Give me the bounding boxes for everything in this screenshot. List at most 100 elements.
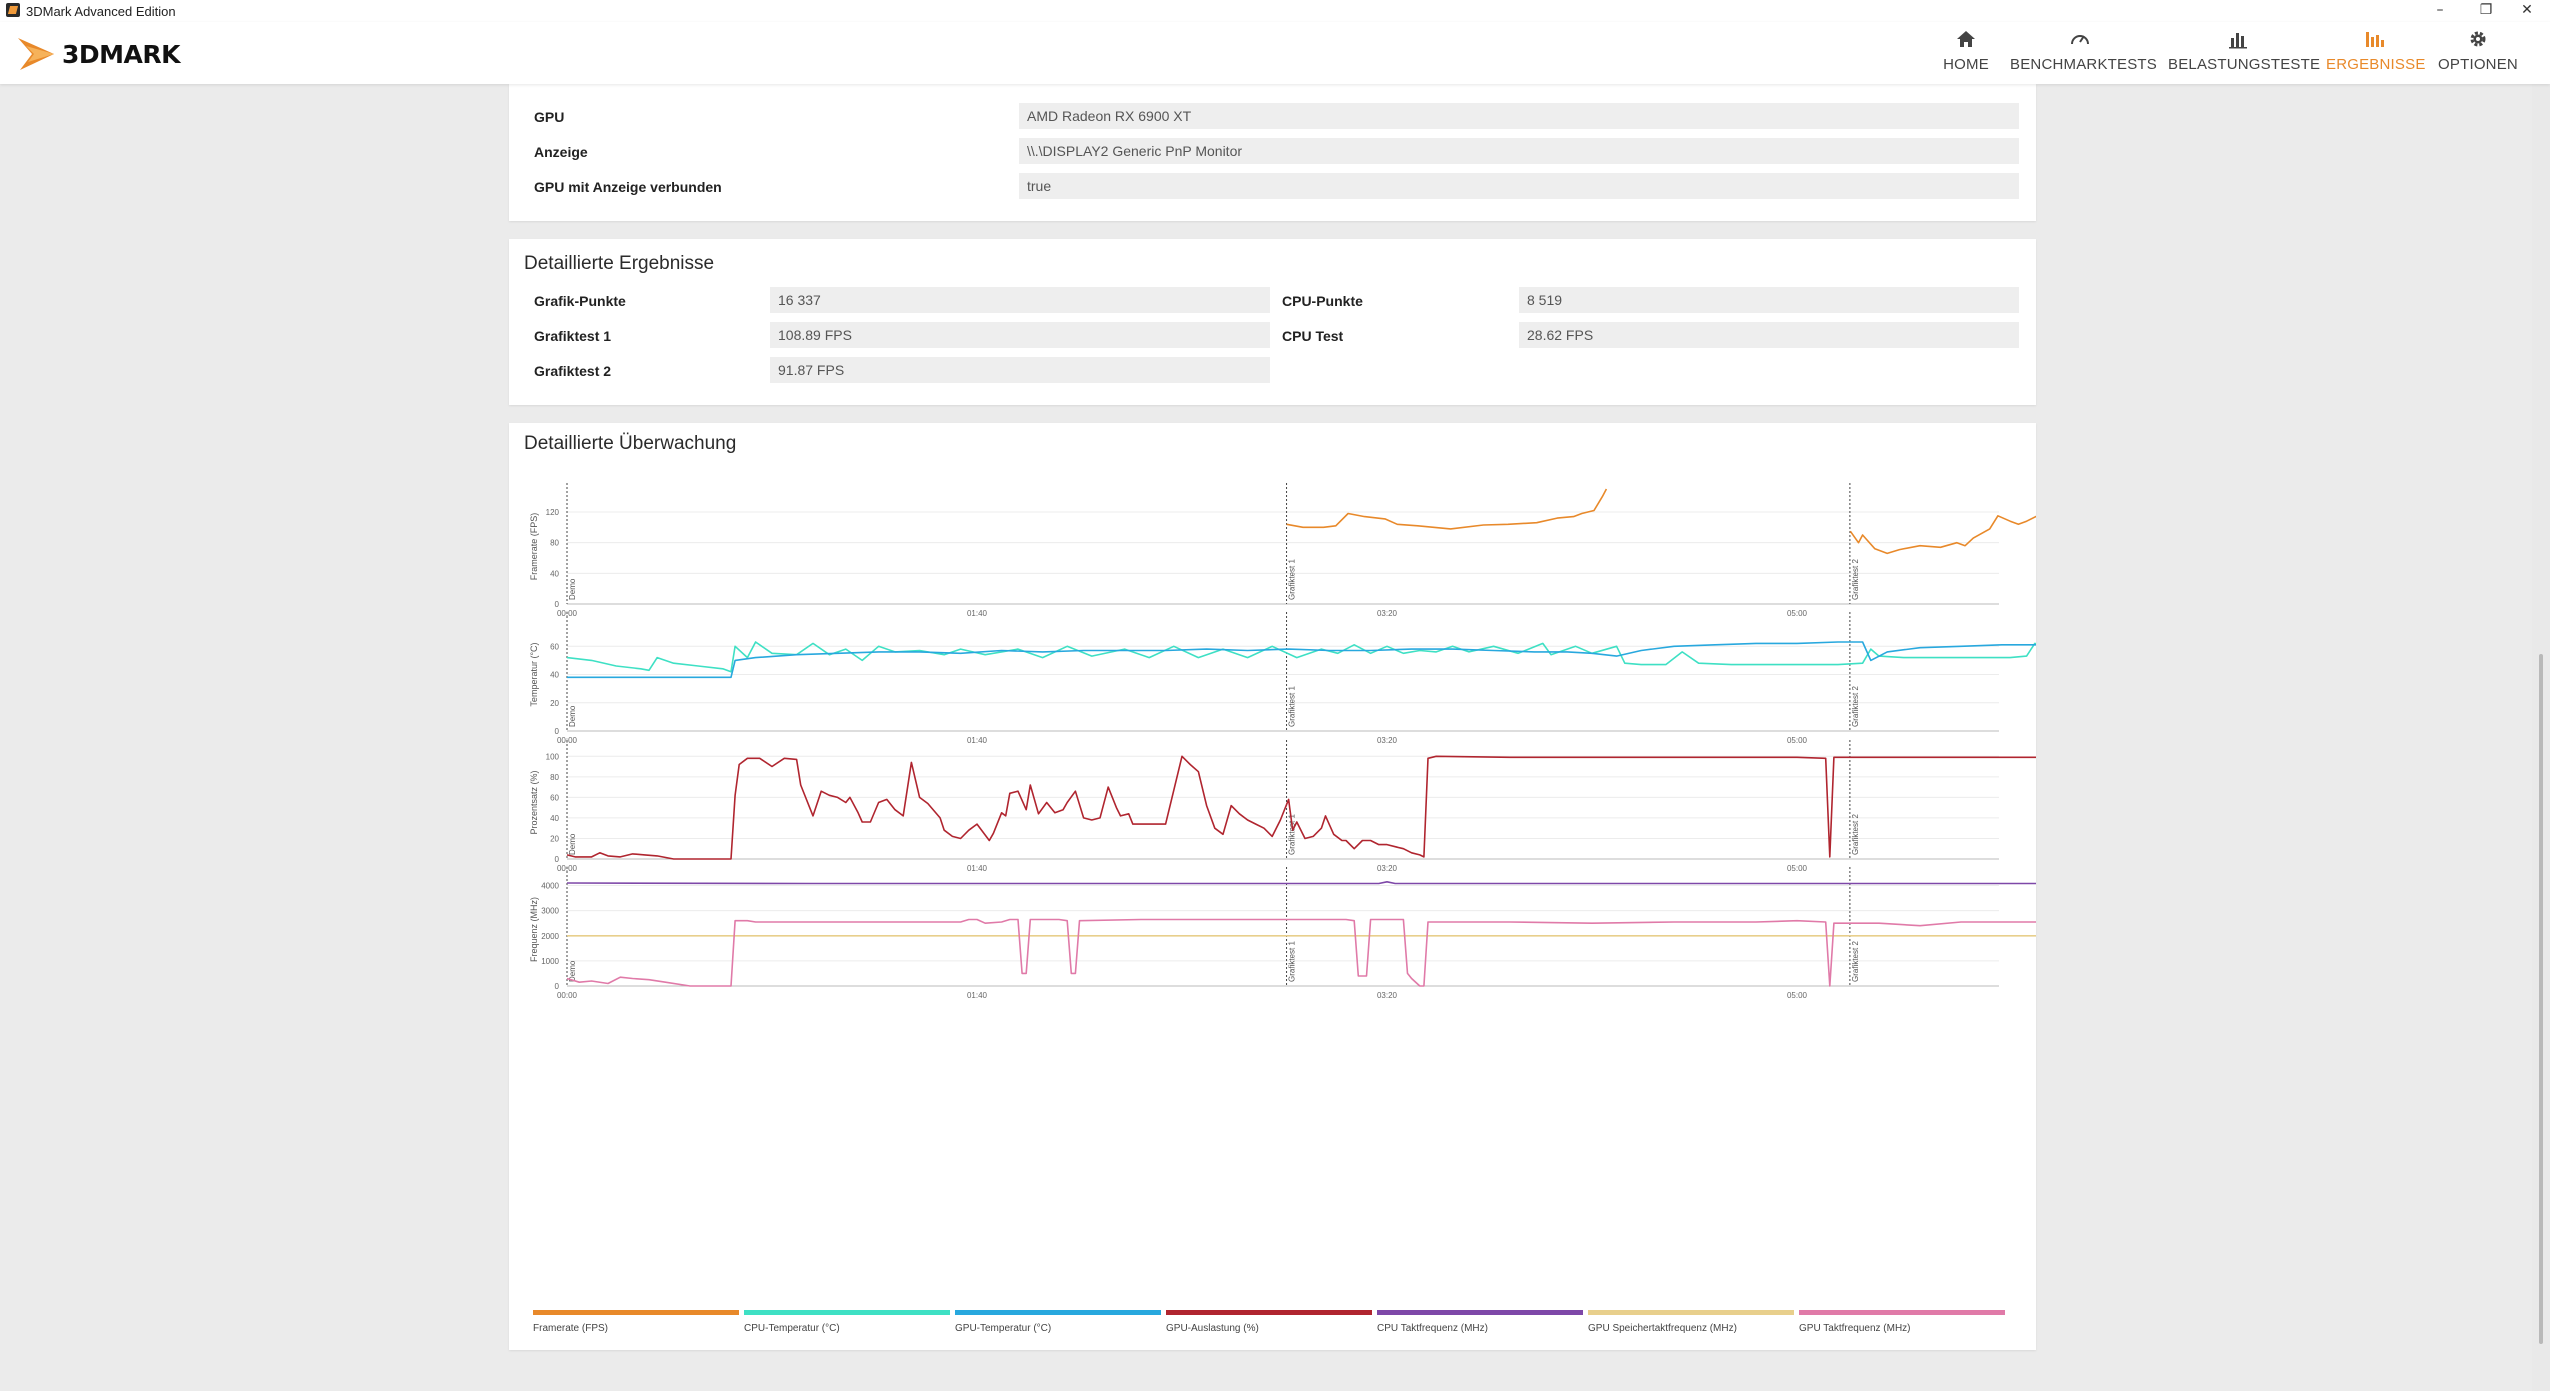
legend-swatch: [533, 1310, 739, 1315]
nav-ergebnisse[interactable]: ERGEBNISSE: [2326, 28, 2426, 80]
phase-label: Demo: [568, 578, 577, 600]
legend-item[interactable]: GPU Taktfrequenz (MHz): [1799, 1310, 2005, 1336]
y-tick-label: 40: [550, 569, 559, 578]
nav-ergebnisse-label: ERGEBNISSE: [2326, 56, 2426, 73]
x-tick-label: 01:40: [967, 991, 988, 1000]
y-tick-label: 20: [550, 699, 559, 708]
scrollbar-thumb[interactable]: [2539, 654, 2543, 1344]
chart-legend: Framerate (FPS) CPU-Temperatur (°C) GPU-Te…: [533, 1310, 2013, 1340]
x-tick-label: 05:00: [1787, 736, 1808, 745]
logo-wing-icon: [18, 38, 54, 70]
nav-belastungsteste[interactable]: BELASTUNGSTESTE: [2168, 28, 2320, 80]
cpu-score-label: CPU-Punkte: [1282, 293, 1363, 309]
y-tick-label: 0: [555, 600, 560, 609]
phase-label: Demo: [568, 833, 577, 855]
y-tick-label: 40: [550, 671, 559, 680]
phase-label: Demo: [568, 705, 577, 727]
series-framerate-fps-line: [1286, 488, 1608, 530]
legend-item[interactable]: GPU-Temperatur (°C): [955, 1310, 1161, 1336]
minimize-button[interactable]: –: [2436, 2, 2444, 18]
legend-item[interactable]: CPU-Temperatur (°C): [744, 1310, 950, 1336]
graphics-test-2-value: 91.87 FPS: [770, 357, 1270, 383]
gpu-value: AMD Radeon RX 6900 XT: [1019, 103, 2019, 129]
series-cpu-taktfrequenz-mhz-line: [566, 880, 2036, 885]
gpu-display-connected-label: GPU mit Anzeige verbunden: [534, 179, 722, 195]
gpu-display-connected-value: true: [1019, 173, 2019, 199]
legend-item[interactable]: CPU Taktfrequenz (MHz): [1377, 1310, 1583, 1336]
graphics-test-1-label: Grafiktest 1: [534, 328, 612, 344]
window-titlebar: 3DMark Advanced Edition – ❐ ✕: [0, 0, 2550, 22]
series-gpu-auslastung-line: [566, 755, 2036, 860]
phase-label: Grafiktest 1: [1288, 814, 1297, 855]
nav-optionen[interactable]: OPTIONEN: [2434, 28, 2522, 80]
legend-item[interactable]: GPU Speichertaktfrequenz (MHz): [1588, 1310, 1794, 1336]
logo-wordmark: 3DMARK: [62, 40, 181, 69]
y-tick-label: 2000: [541, 932, 559, 941]
y-tick-label: 100: [546, 752, 560, 761]
top-navigation: 3DMARK HOME BENCHMARKTESTS BELASTUNGSTES…: [0, 22, 2550, 84]
y-tick-label: 0: [555, 727, 560, 736]
y-tick-label: 0: [555, 982, 560, 991]
phase-label: Grafiktest 1: [1288, 686, 1297, 727]
close-button[interactable]: ✕: [2521, 2, 2533, 18]
x-tick-label: 00:00: [557, 991, 578, 1000]
gear-icon: [2470, 31, 2486, 47]
y-tick-label: 40: [550, 814, 559, 823]
detailed-results-title: Detaillierte Ergebnisse: [524, 253, 715, 274]
legend-swatch: [1166, 1310, 1372, 1315]
legend-label: CPU-Temperatur (°C): [744, 1323, 840, 1334]
phase-label: Grafiktest 2: [1851, 941, 1860, 982]
y-axis-label: Framerate (FPS): [529, 513, 539, 581]
legend-label: GPU Taktfrequenz (MHz): [1799, 1323, 1911, 1334]
display-value: \\.\DISPLAY2 Generic PnP Monitor: [1019, 138, 2019, 164]
cpu-test-value: 28.62 FPS: [1519, 322, 2019, 348]
series-gpu-temperatur-c-line: [567, 641, 2036, 679]
x-tick-label: 01:40: [967, 736, 988, 745]
legend-item[interactable]: Framerate (FPS): [533, 1310, 739, 1336]
legend-swatch: [955, 1310, 1161, 1315]
results-bars-icon: [2366, 32, 2384, 47]
restore-button[interactable]: ❐: [2479, 2, 2493, 18]
detailed-monitoring-title: Detaillierte Überwachung: [524, 433, 737, 454]
series-gpu-taktfrequenz-mhz-line: [566, 918, 2036, 987]
x-tick-label: 01:40: [967, 609, 988, 618]
gauge-icon: [2071, 35, 2089, 45]
monitoring-charts: 0 40 80 120 Framerate (FPS) 00:00 01:40 03:20 05…: [529, 483, 2036, 1000]
legend-swatch: [744, 1310, 950, 1315]
y-tick-label: 0: [555, 855, 560, 864]
phase-label: Grafiktest 2: [1851, 814, 1860, 855]
window-title: 3DMark Advanced Edition: [26, 4, 176, 19]
y-tick-label: 60: [550, 793, 559, 802]
x-tick-label: 05:00: [1787, 991, 1808, 1000]
phase-label: Grafiktest 2: [1851, 559, 1860, 600]
detailed-results-panel: Detaillierte Ergebnisse Grafik-Punkte 16…: [509, 239, 2036, 405]
nav-home[interactable]: HOME: [1940, 28, 1992, 80]
y-axis-label: Temperatur (°C): [529, 642, 539, 706]
y-axis-label: Frequenz (MHz): [529, 897, 539, 962]
detailed-monitoring-panel: Detaillierte Überwachung 0 40 80 120 Framera…: [509, 423, 2036, 1350]
display-label: Anzeige: [534, 144, 588, 160]
series-cpu-temperatur-c-line: [566, 641, 2036, 673]
cpu-test-label: CPU Test: [1282, 328, 1344, 344]
legend-swatch: [1377, 1310, 1583, 1315]
y-axis-label: Prozentsatz (%): [529, 770, 539, 834]
3dmark-logo[interactable]: 3DMARK: [16, 30, 226, 76]
x-tick-label: 05:00: [1787, 609, 1808, 618]
nav-benchmarktests[interactable]: BENCHMARKTESTS: [2010, 28, 2157, 80]
legend-swatch: [1799, 1310, 2005, 1315]
phase-label: Grafiktest 1: [1288, 559, 1297, 600]
y-tick-label: 120: [546, 508, 560, 517]
series-framerate-fps-line: [1849, 515, 2036, 555]
legend-item[interactable]: GPU-Auslastung (%): [1166, 1310, 1372, 1336]
vertical-scrollbar[interactable]: [2532, 84, 2550, 1391]
x-tick-label: 03:20: [1377, 736, 1398, 745]
nav-optionen-label: OPTIONEN: [2438, 56, 2518, 73]
y-tick-label: 80: [550, 539, 559, 548]
gpu-label: GPU: [534, 109, 565, 125]
y-tick-label: 3000: [541, 907, 559, 916]
home-icon: [1957, 31, 1975, 47]
legend-swatch: [1588, 1310, 1794, 1315]
x-tick-label: 03:20: [1377, 609, 1398, 618]
